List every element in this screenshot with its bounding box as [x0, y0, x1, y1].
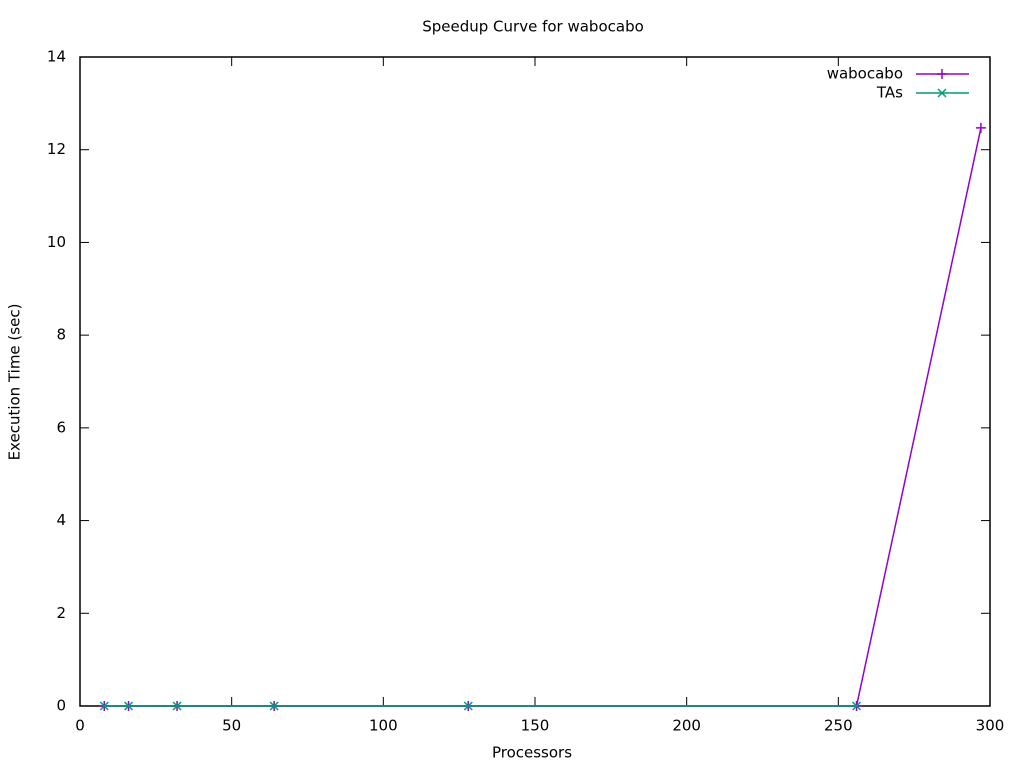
series-line — [104, 127, 982, 707]
x-tick-label: 300 — [976, 717, 1005, 735]
x-tick-label: 150 — [521, 717, 550, 735]
x-tick-label: 200 — [672, 717, 701, 735]
x-tick-label: 250 — [824, 717, 853, 735]
y-tick-label: 12 — [47, 140, 66, 158]
legend-marker — [937, 69, 947, 79]
x-tick-label: 0 — [75, 717, 85, 735]
point-marker — [852, 701, 862, 711]
y-tick-label: 4 — [56, 511, 66, 529]
point-marker — [975, 122, 986, 133]
point-marker — [172, 701, 182, 711]
point-marker — [269, 701, 279, 711]
y-tick-label: 2 — [56, 604, 66, 622]
point-marker — [124, 701, 134, 711]
plot-border — [79, 56, 991, 707]
point-marker — [99, 701, 109, 711]
legend-label: wabocabo — [827, 65, 903, 83]
x-tick-label: 50 — [222, 717, 241, 735]
y-axis-label: Execution Time (sec) — [6, 304, 24, 461]
x-tick-label: 100 — [369, 717, 398, 735]
point-marker — [463, 701, 473, 711]
y-tick-label: 8 — [56, 326, 66, 344]
chart-title: Speedup Curve for wabocabo — [422, 18, 644, 36]
y-tick-label: 6 — [56, 418, 66, 436]
legend-label: TAs — [876, 84, 903, 102]
y-tick-label: 14 — [47, 48, 66, 66]
x-axis-label: Processors — [492, 744, 572, 762]
y-tick-label: 0 — [56, 697, 66, 715]
y-tick-label: 10 — [47, 233, 66, 251]
legend-marker — [937, 88, 947, 98]
